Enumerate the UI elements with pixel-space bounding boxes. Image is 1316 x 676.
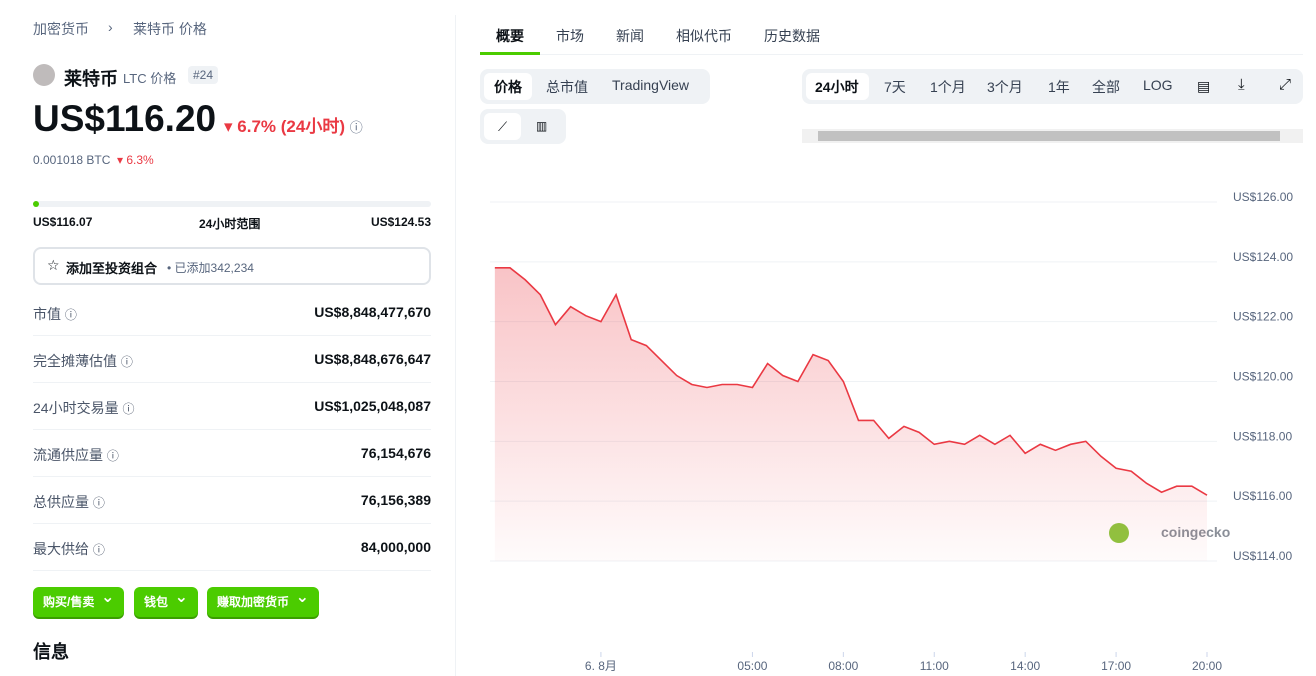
- x-tick-label: 20:00: [1192, 659, 1222, 673]
- period[interactable]: 全部: [1092, 79, 1120, 95]
- buy-button[interactable]: 购买/售卖: [33, 583, 125, 617]
- breadcrumb[interactable]: 加密货币: [33, 21, 89, 37]
- period[interactable]: 3个月: [987, 79, 1023, 95]
- stat-row: 流通供应量 ⓘ 76,154,676: [33, 430, 431, 477]
- chart-tab[interactable]: TradingView: [612, 77, 690, 93]
- range-low: US$116.07: [33, 215, 93, 229]
- stat-label: 最大供给 ⓘ: [33, 541, 105, 557]
- info-icon: ⓘ: [120, 355, 133, 369]
- tab[interactable]: 新闻: [616, 28, 644, 44]
- x-tick-label: 05:00: [737, 659, 767, 673]
- period[interactable]: 1个月: [930, 79, 966, 95]
- stat-value: US$1,025,048,087: [314, 398, 431, 414]
- range-high: US$124.53: [370, 215, 431, 229]
- section-title: 信息: [33, 642, 69, 662]
- tab-underline: [480, 52, 540, 55]
- y-tick-label: US$118.00: [1233, 429, 1292, 443]
- info-icon: ⓘ: [122, 402, 135, 416]
- star: ☆: [47, 257, 60, 273]
- portfolio-added: • 已添加342,234: [167, 261, 254, 275]
- info-icon: ⓘ: [106, 449, 119, 463]
- x-tick-label: 08:00: [828, 659, 858, 673]
- chart-tab[interactable]: 总市值: [546, 79, 588, 95]
- tab[interactable]: 概要: [496, 28, 524, 44]
- x-tick-label: 17:00: [1101, 659, 1131, 673]
- y-tick-label: US$122.00: [1233, 310, 1293, 324]
- y-tick-label: US$124.00: [1233, 250, 1293, 264]
- coin-icon: [33, 64, 55, 86]
- coin-name: 莱特币: [64, 69, 118, 89]
- coin-symbol: LTC 价格: [123, 71, 177, 86]
- earn-button[interactable]: 赚取加密货币: [207, 583, 320, 617]
- stat-value: US$8,848,676,647: [314, 351, 431, 367]
- chart: coingecko US$126.00US$124.00US$122.00US$…: [490, 190, 1293, 673]
- area: [494, 267, 1207, 561]
- separator: ›: [108, 19, 113, 35]
- info-icon: ⓘ: [64, 308, 77, 322]
- info-icon: ⓘ: [92, 543, 105, 557]
- calendar[interactable]: ▤: [1197, 78, 1211, 94]
- stat-row: 最大供给 ⓘ 84,000,000: [33, 524, 431, 571]
- chart-tab[interactable]: 价格: [494, 79, 522, 95]
- stat-label: 流通供应量 ⓘ: [33, 447, 119, 463]
- range-label: 24小时范围: [199, 217, 261, 231]
- stat-label: 总供应量 ⓘ: [33, 494, 105, 510]
- stat-label: 市值 ⓘ: [33, 306, 77, 322]
- range-bar: [33, 201, 431, 207]
- price-change: ▾ 6.7% (24小时) ⓘ: [224, 117, 363, 136]
- y-tick-label: US$120.00: [1233, 370, 1293, 384]
- period[interactable]: 24小时: [815, 79, 859, 95]
- period[interactable]: LOG: [1143, 77, 1173, 93]
- x-tick-label: 6. 8月: [585, 659, 617, 673]
- y-tick-label: US$126.00: [1233, 190, 1293, 204]
- stat-row: 完全摊薄估值 ⓘ US$8,848,676,647: [33, 336, 431, 383]
- breadcrumb: 莱特币 价格: [133, 21, 207, 37]
- period-active: [806, 73, 869, 100]
- stat-row: 24小时交易量 ⓘ US$1,025,048,087: [33, 383, 431, 430]
- candle-style[interactable]: ▥: [536, 119, 548, 133]
- stat-value: US$8,848,477,670: [314, 304, 431, 320]
- stat-row: 市值 ⓘ US$8,848,477,670: [33, 289, 431, 336]
- stat-label: 完全摊薄估值 ⓘ: [33, 353, 133, 369]
- stat-label: 24小时交易量 ⓘ: [33, 400, 135, 416]
- down-arrow: ▾: [224, 117, 233, 136]
- btc-price: 0.001018 BTC: [33, 153, 111, 167]
- info-icon: ⓘ: [92, 496, 105, 510]
- price-line: [494, 267, 1208, 496]
- stat-value: 76,156,389: [360, 492, 431, 508]
- portfolio-label: 添加至投资组合: [66, 261, 158, 276]
- toggle-active: [484, 73, 532, 100]
- stat-row: 总供应量 ⓘ 76,156,389: [33, 477, 431, 524]
- btc-change: ▾ 6.3%: [117, 153, 154, 167]
- wallet-button[interactable]: 钱包: [134, 583, 199, 617]
- stat-value: 76,154,676: [360, 445, 431, 461]
- divider: [455, 15, 456, 676]
- stat-value: 84,000,000: [360, 539, 431, 555]
- rank: #24: [188, 66, 219, 84]
- portfolio-button[interactable]: ☆ 添加至投资组合 • 已添加342,234: [33, 247, 431, 285]
- tab[interactable]: 历史数据: [764, 28, 820, 44]
- line-style[interactable]: ⟋: [484, 113, 521, 140]
- tab[interactable]: 相似代币: [676, 28, 732, 44]
- period-toggle: [802, 69, 1303, 104]
- y-tick-label: US$116.00: [1233, 489, 1292, 503]
- download[interactable]: ⤓: [1238, 76, 1245, 93]
- change: 6.7% (24小时): [237, 117, 345, 136]
- tab-line: [480, 54, 1303, 55]
- fullscreen[interactable]: ⤢: [1279, 76, 1292, 93]
- period[interactable]: 7天: [884, 79, 906, 95]
- btc-change-value: 6.3%: [126, 153, 154, 167]
- y-tick-label: US$114.00: [1233, 549, 1292, 563]
- price: US$116.20: [33, 98, 217, 139]
- x-tick-label: 11:00: [920, 659, 949, 673]
- x-tick-label: 14:00: [1010, 659, 1040, 673]
- scrollbar[interactable]: [802, 129, 1303, 143]
- tab[interactable]: 市场: [556, 28, 584, 44]
- period[interactable]: 1年: [1048, 79, 1070, 95]
